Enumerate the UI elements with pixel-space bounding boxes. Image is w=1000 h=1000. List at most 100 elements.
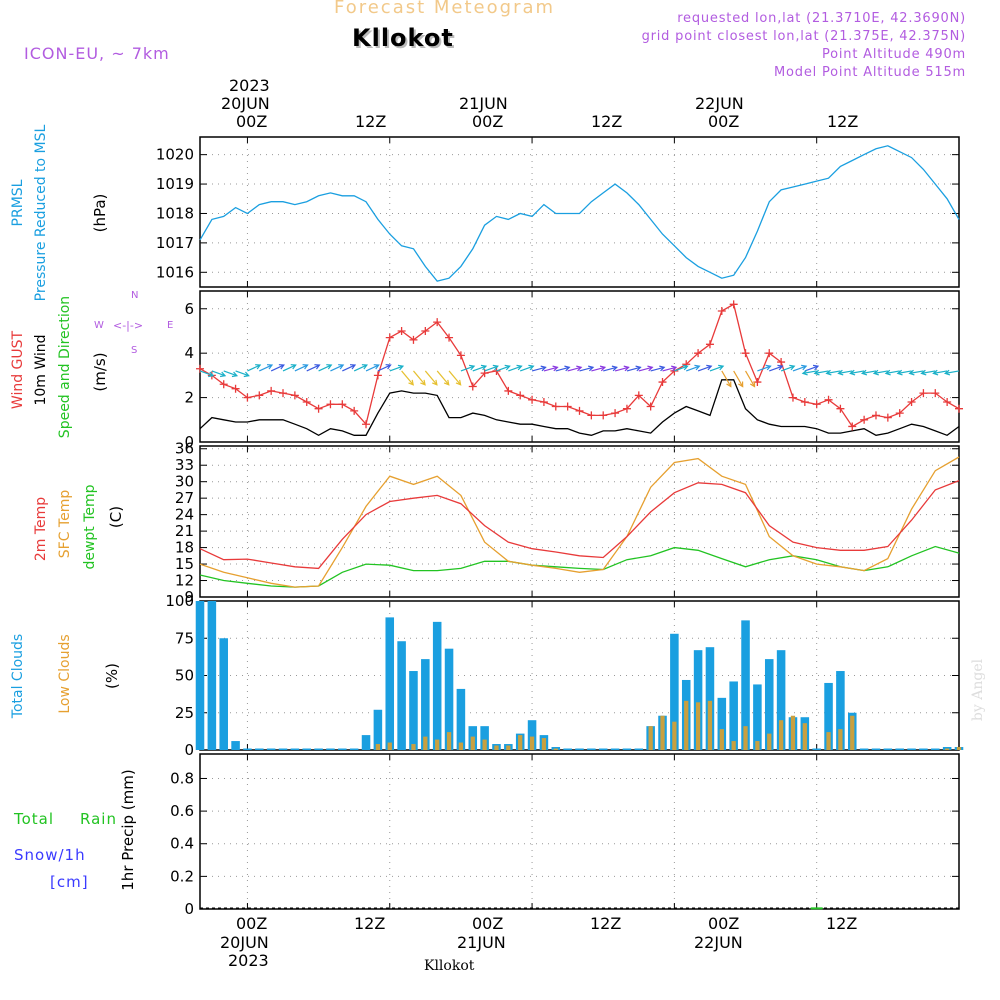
- total-cloud-bar: [278, 748, 288, 750]
- bottom-date-2: 21JUN: [457, 933, 506, 952]
- low-cloud-bar: [672, 721, 677, 750]
- top-date-3: 22JUN: [695, 94, 744, 113]
- gust-marker: [836, 404, 845, 413]
- wind-dir-arrow: [567, 366, 582, 372]
- wind-dir-arrowhead: [682, 364, 689, 371]
- super-title: Forecast Meteogram: [334, 0, 556, 18]
- low-cloud-bar: [518, 735, 523, 750]
- wind-dir-arrowhead: [302, 364, 309, 370]
- y-tick-label: 15: [175, 555, 194, 573]
- wind-dir-arrowhead: [516, 364, 523, 371]
- wind-dir-arrow: [223, 370, 238, 377]
- wind-dir-arrow: [614, 366, 629, 372]
- top-date-2: 21JUN: [459, 94, 508, 113]
- gust-marker: [279, 389, 288, 398]
- clouds-frame: [199, 600, 960, 751]
- low-cloud-bar: [411, 744, 416, 750]
- wind-dir-arrowhead: [765, 364, 772, 371]
- total-cloud-bar: [859, 748, 869, 750]
- wind-dir-arrowhead: [623, 365, 630, 372]
- low-cloud-bar: [755, 741, 760, 750]
- y-tick-label: 27: [175, 489, 194, 507]
- wind-dir-arrowhead: [455, 379, 462, 386]
- wind-dir-arrow: [804, 365, 819, 372]
- total-cloud-bar: [302, 748, 312, 750]
- gust-marker: [468, 382, 477, 391]
- wind-dir-arrowhead: [326, 364, 333, 370]
- low-cloud-bar: [956, 747, 962, 750]
- wind-dir-arrow: [814, 370, 829, 374]
- top-hour-2: 12Z: [355, 112, 387, 131]
- top-hour-3: 00Z: [472, 112, 504, 131]
- gust-marker: [243, 393, 252, 402]
- wind-dir-arrowhead: [552, 365, 559, 372]
- wind-dir-arrowhead: [801, 364, 808, 371]
- y-tick-label: 36: [175, 440, 194, 458]
- rain-bar: [810, 907, 823, 910]
- wind-dir-arrow: [733, 370, 744, 387]
- wind-dir-arrowhead: [349, 364, 357, 370]
- wind-dir-arrow: [921, 370, 936, 374]
- gust-marker: [883, 413, 892, 422]
- wind-dir-arrow: [745, 370, 756, 387]
- bottom-hour-3: 00Z: [472, 914, 504, 933]
- wind-dir-arrowhead: [504, 364, 511, 371]
- gust-marker: [385, 333, 394, 342]
- y-tick-label: 0.6: [170, 802, 194, 820]
- y-tick-label: 9: [184, 588, 194, 606]
- gust-marker: [456, 351, 465, 360]
- total-cloud-bar: [919, 748, 928, 750]
- gust-marker: [504, 386, 513, 395]
- total-cloud-bar: [705, 647, 715, 750]
- gust-marker: [895, 409, 904, 418]
- low-cloud-bar: [541, 738, 547, 750]
- wind-dir-arrow: [436, 370, 450, 386]
- low-cloud-bar: [470, 736, 475, 750]
- low-cloud-bar: [778, 720, 784, 750]
- wind-dir-arrowhead: [611, 365, 618, 372]
- model-label: ICON-EU, ~ 7km: [24, 44, 170, 63]
- wind-dir-arrowhead: [908, 369, 915, 376]
- total-cloud-bar: [338, 748, 347, 750]
- wind-dir-arrow: [342, 364, 356, 372]
- compass-arrows: <-|->: [113, 319, 144, 332]
- wind-dir-arrow: [769, 365, 783, 372]
- bottom-year: 2023: [228, 951, 269, 970]
- wind-dir-arrowhead: [588, 365, 595, 372]
- snow-label: Snow/1h: [14, 846, 86, 864]
- wind-dir-arrow: [472, 365, 487, 372]
- wind-dir-arrowhead: [397, 364, 405, 371]
- low-cloud-bar: [838, 729, 843, 750]
- y-tick-label: 1017: [156, 234, 194, 252]
- y-tick-label: 33: [175, 456, 194, 474]
- wind-dir-arrowhead: [432, 379, 438, 386]
- y-tick-label: 12: [175, 572, 194, 590]
- y-tick-label: 0.2: [170, 867, 194, 885]
- wind-dir-arrow: [933, 370, 948, 374]
- gust-marker: [539, 398, 548, 407]
- total-cloud-bar: [290, 748, 300, 750]
- wind-dir-arrowhead: [718, 364, 725, 371]
- low-cloud-bar: [482, 739, 487, 750]
- wind-dir-arrow: [330, 364, 344, 372]
- gust-marker: [528, 395, 537, 404]
- wind-dir-arrowhead: [338, 364, 345, 370]
- bottom-hour-1: 00Z: [236, 914, 268, 933]
- wind-dir-arrow: [802, 370, 817, 374]
- precip-frame: [199, 753, 960, 910]
- total-cloud-bar: [397, 641, 406, 750]
- total-cloud-bar: [907, 748, 916, 750]
- low-cloud-bar: [553, 748, 558, 750]
- y-tick-label: 30: [175, 473, 194, 491]
- wind-dir-arrowhead: [812, 364, 820, 371]
- total-cloud-bar: [883, 748, 893, 750]
- wind-dir-arrow: [235, 370, 249, 377]
- wind-dir-arrow: [211, 370, 226, 377]
- wind-dir-arrowhead: [706, 364, 713, 371]
- y-tick-label: 1020: [156, 146, 194, 164]
- wind-dir-arrow: [496, 365, 510, 372]
- wind-dir-arrow: [662, 366, 677, 372]
- wind-speed-line: [199, 379, 960, 437]
- gust-marker: [326, 400, 335, 409]
- top-year: 2023: [229, 76, 270, 95]
